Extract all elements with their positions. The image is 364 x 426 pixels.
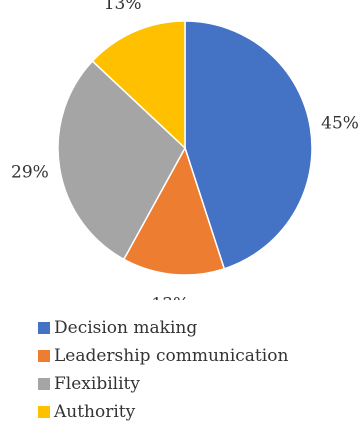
pie-slice-authority: [91, 20, 186, 150]
legend-swatch: [38, 406, 50, 418]
legend-label: Authority: [54, 402, 136, 422]
data-label-authority: 13%: [104, 0, 142, 14]
data-label-leadership-communication: 13%: [151, 294, 189, 300]
pie-chart: 45% 13% 29% 13%: [11, 0, 359, 300]
pie-slice-flexibility: [57, 60, 186, 261]
pie-slices: [57, 20, 313, 276]
legend-item: Leadership communication: [38, 342, 288, 370]
legend-swatch: [38, 350, 50, 362]
legend-swatch: [38, 322, 50, 334]
legend-label: Leadership communication: [54, 346, 289, 366]
legend-item: Flexibility: [38, 370, 288, 398]
data-label-flexibility: 29%: [11, 163, 49, 183]
legend-item: Decision making: [38, 314, 288, 342]
pie-data-labels: 45% 13% 29% 13%: [11, 0, 359, 300]
data-label-decision-making: 45%: [321, 113, 359, 133]
legend-item: Authority: [38, 398, 288, 426]
chart-legend: Decision making Leadership communication F…: [38, 314, 288, 426]
pie-slice-decision-making: [184, 20, 313, 270]
legend-label: Decision making: [54, 318, 198, 338]
legend-label: Flexibility: [54, 374, 140, 394]
pie-slice-leadership-communication: [122, 146, 226, 276]
legend-swatch: [38, 378, 50, 390]
